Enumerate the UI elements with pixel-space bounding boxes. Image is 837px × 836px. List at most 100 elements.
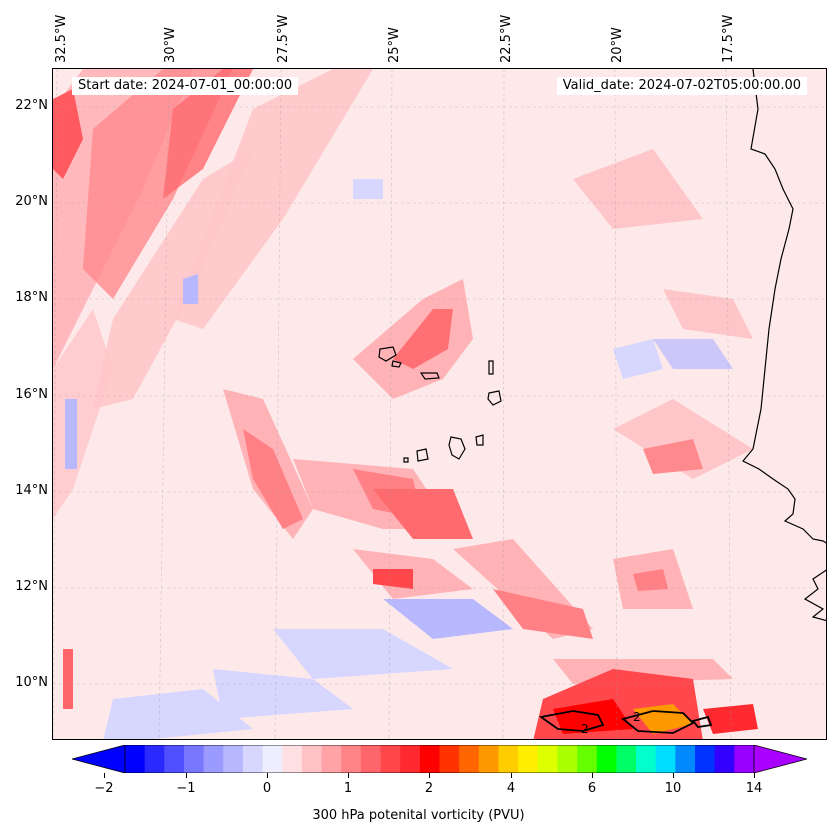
cb-tick-label-6: 6 [587, 781, 597, 796]
colorbar-cell [596, 745, 617, 773]
colorbar-cell [262, 745, 283, 773]
colorbar-cell [282, 745, 303, 773]
cb-tickmark-2 [429, 773, 430, 778]
pv-blue-mid-1 [353, 179, 383, 199]
gridlines [53, 69, 826, 739]
africa-coast-south [803, 569, 826, 622]
colorbar-cell [655, 745, 676, 773]
colorbar-cell [341, 745, 362, 773]
colorbar-cell [400, 745, 421, 773]
colorbar-cell [577, 745, 598, 773]
pv-east-1 [613, 399, 753, 479]
colorbar-cells [125, 745, 755, 773]
pv-2-contour [538, 710, 713, 734]
pv-east-2 [643, 439, 703, 474]
pv-field-map: 2 2 [53, 69, 826, 739]
colorbar-cell [675, 745, 696, 773]
cape-verde-brava [403, 457, 409, 463]
colorbar-cell [321, 745, 342, 773]
cape-verde-fogo [416, 448, 429, 462]
pv-band-nw-6 [93, 149, 253, 409]
pv-east-4 [633, 569, 668, 591]
cb-tickmark-0 [267, 773, 268, 778]
pv-blue-south-3 [213, 669, 353, 719]
cape-verde-boa-vista [487, 390, 502, 406]
cape-verde-sao-vicente [391, 360, 402, 368]
lat-label-14n: 14°N [15, 483, 48, 498]
colorbar-cell [419, 745, 440, 773]
pv-streak-7 [373, 569, 413, 589]
lat-label-12n: 12°N [15, 579, 48, 594]
pv-red-west [63, 649, 73, 709]
pv-streak-9 [493, 589, 593, 639]
colorbar-cell [242, 745, 264, 773]
africa-coastline [742, 69, 826, 544]
cape-verde-sal [488, 360, 494, 375]
colorbar-outline-max [753, 745, 807, 773]
colorbar [72, 745, 807, 773]
colorbar-cell [144, 745, 165, 773]
colorbar-cell [734, 745, 755, 773]
lon-label-25w: 25°W [387, 27, 402, 63]
lat-label-20n: 20°N [15, 194, 48, 209]
colorbar-cell [695, 745, 716, 773]
cb-tick-label-4: 4 [506, 781, 516, 796]
pv-blue-east-1 [613, 339, 663, 379]
colorbar-outline-min [72, 745, 126, 773]
cb-tick-label-m1: −1 [176, 781, 196, 796]
colorbar-cell [223, 745, 244, 773]
cape-verde-santiago [448, 436, 466, 460]
pv-band-nw-5 [173, 69, 373, 329]
pv-contour-fill-layer [53, 69, 758, 739]
lat-label-18n: 18°N [15, 290, 48, 305]
colorbar-cell [557, 745, 578, 773]
colorbar-cell [380, 745, 401, 773]
colorbar-cell [478, 745, 499, 773]
pv-red-south-3 [703, 704, 758, 734]
lon-label-27-5w: 27.5°W [276, 14, 291, 63]
colorbar-outline [124, 745, 755, 773]
pv-plume-core [393, 309, 453, 369]
colorbar-cell [498, 745, 519, 773]
colorbar-cell [301, 745, 323, 773]
cb-tick-label-10: 10 [664, 781, 682, 796]
cb-tickmark-14 [754, 773, 755, 778]
map-panel[interactable]: 2 2 [52, 68, 827, 740]
pv-blue-south-2 [273, 629, 453, 679]
pv-blue-south-1 [383, 599, 513, 639]
cape-verde-santo-antao [378, 346, 397, 362]
colorbar-cell [439, 745, 460, 773]
colorbar-cell [125, 745, 146, 773]
cape-verde-maio [475, 434, 484, 446]
cb-tick-label-14: 14 [745, 781, 763, 796]
colorbar-cell [459, 745, 480, 773]
pv-band-nw-3 [53, 89, 83, 179]
cb-tickmark-m2 [104, 773, 105, 778]
cb-tickmark-6 [592, 773, 593, 778]
pv-blue-east-2 [653, 339, 733, 369]
pv-east-5 [663, 289, 753, 339]
colorbar-cell [203, 745, 224, 773]
colorbar-cell [183, 745, 205, 773]
cb-tick-label-0: 0 [262, 781, 272, 796]
cb-tickmark-m1 [186, 773, 187, 778]
start-date-label: Start date: 2024-07-01_00:00:00 [72, 77, 299, 95]
pv-east-6 [573, 149, 703, 229]
cb-tickmark-10 [673, 773, 674, 778]
colorbar-cell [164, 745, 185, 773]
cb-tick-label-2: 2 [424, 781, 434, 796]
lon-label-32-5w: 32.5°W [54, 14, 69, 63]
cb-tick-label-m2: −2 [94, 781, 114, 796]
colorbar-extend-max [754, 745, 807, 773]
colorbar-cell [518, 745, 539, 773]
lat-label-16n: 16°N [15, 387, 48, 402]
coastlines [378, 69, 826, 622]
pv-streak-2 [243, 429, 303, 529]
lon-label-17-5w: 17.5°W [721, 14, 736, 63]
colorbar-cell [616, 745, 637, 773]
lon-label-30w: 30°W [163, 27, 178, 63]
contour-label-2-a: 2 [581, 722, 589, 736]
pv-blue-west-1 [65, 399, 77, 469]
contour-label-2-b: 2 [633, 710, 641, 724]
cape-verde-sao-nicolau [419, 372, 440, 380]
